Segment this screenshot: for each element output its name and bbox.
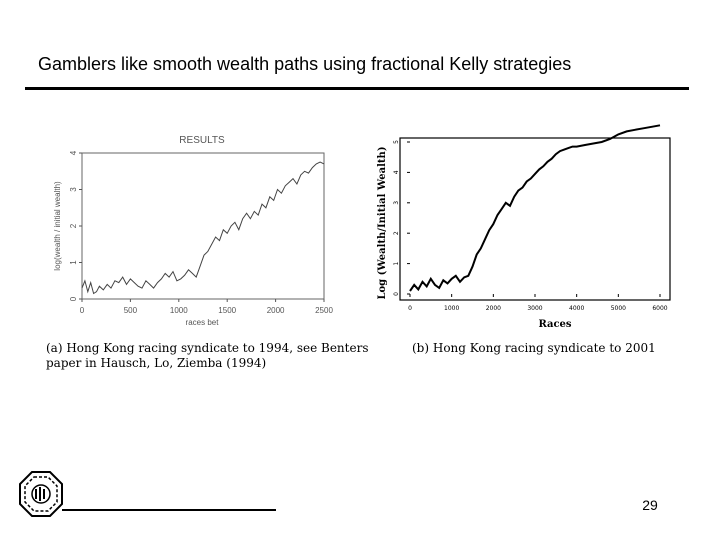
- chart-b-xtick-label: 2000: [486, 305, 501, 312]
- chart-b-xtick-label: 3000: [527, 305, 542, 312]
- chart-a-xtick-label: 1500: [218, 306, 236, 315]
- chart-b-series-line: [409, 124, 661, 292]
- chart-b-frame: [399, 137, 671, 301]
- chart-a-ytick-label: 4: [69, 150, 78, 155]
- chart-a-xtick-label: 2500: [315, 306, 333, 315]
- chart-b-xtick-label: 0: [408, 305, 412, 312]
- chart-b-ytick-label: 3: [393, 201, 400, 205]
- chart-a-series-line: [81, 161, 325, 295]
- chart-b-xtick-label: 5000: [611, 305, 626, 312]
- title-divider: [25, 87, 689, 90]
- chart-b-ytick-label: 1: [393, 262, 400, 266]
- chart-b-caption-line1: (b) Hong Kong racing syndicate to 2001: [412, 341, 656, 355]
- chart-a-caption-line2: paper in Hausch, Lo, Ziemba (1994): [46, 356, 267, 370]
- chart-b-ytick-label: 0: [393, 292, 400, 296]
- chart-a-xtick-label: 2000: [267, 306, 285, 315]
- chart-a-xtick-label: 1000: [170, 306, 188, 315]
- chart-a-xtick-label: 500: [124, 306, 138, 315]
- chart-b-ytick-label: 5: [393, 140, 400, 144]
- chart-b-wealth: 0 1000 2000 3000 4000 5000 6000 0 1 2 3 4 5 Races L…: [377, 124, 671, 330]
- chart-a-caption: (a) Hong Kong racing syndicate to 1994, …: [46, 341, 368, 371]
- chart-b-caption: (b) Hong Kong racing syndicate to 2001: [412, 341, 656, 356]
- footer-divider: [62, 509, 276, 511]
- chart-a-xtick-label: 0: [80, 306, 85, 315]
- chart-b-xlabel: Races: [538, 319, 571, 330]
- chart-b-ytick-label: 4: [393, 170, 400, 174]
- chart-b-ylabel: Log (Wealth/Initial Wealth): [377, 146, 388, 299]
- chart-a-frame: [81, 152, 325, 300]
- page-number: 29: [642, 497, 658, 513]
- chart-a-ytick-label: 1: [69, 260, 78, 265]
- chart-b-xtick-label: 4000: [569, 305, 584, 312]
- chart-a-xlabel: races bet: [186, 318, 220, 327]
- chart-a-title: RESULTS: [179, 135, 225, 146]
- chart-a-results: RESULTS 0 500 1000 1500 2000 2500 0 1 2 3 4 races…: [53, 135, 333, 327]
- institution-logo-icon: [19, 471, 63, 517]
- chart-b-ytick-label: 2: [393, 231, 400, 235]
- chart-b-xtick-label: 6000: [652, 305, 667, 312]
- chart-a-ytick-label: 0: [69, 296, 78, 301]
- chart-a-ylabel: log(wealth / initial wealth): [53, 181, 62, 271]
- chart-a-ytick-label: 2: [69, 223, 78, 228]
- slide-title: Gamblers like smooth wealth paths using …: [38, 54, 572, 74]
- chart-a-ytick-label: 3: [69, 187, 78, 192]
- chart-b-xtick-label: 1000: [444, 305, 459, 312]
- chart-a-caption-line1: (a) Hong Kong racing syndicate to 1994, …: [46, 341, 369, 355]
